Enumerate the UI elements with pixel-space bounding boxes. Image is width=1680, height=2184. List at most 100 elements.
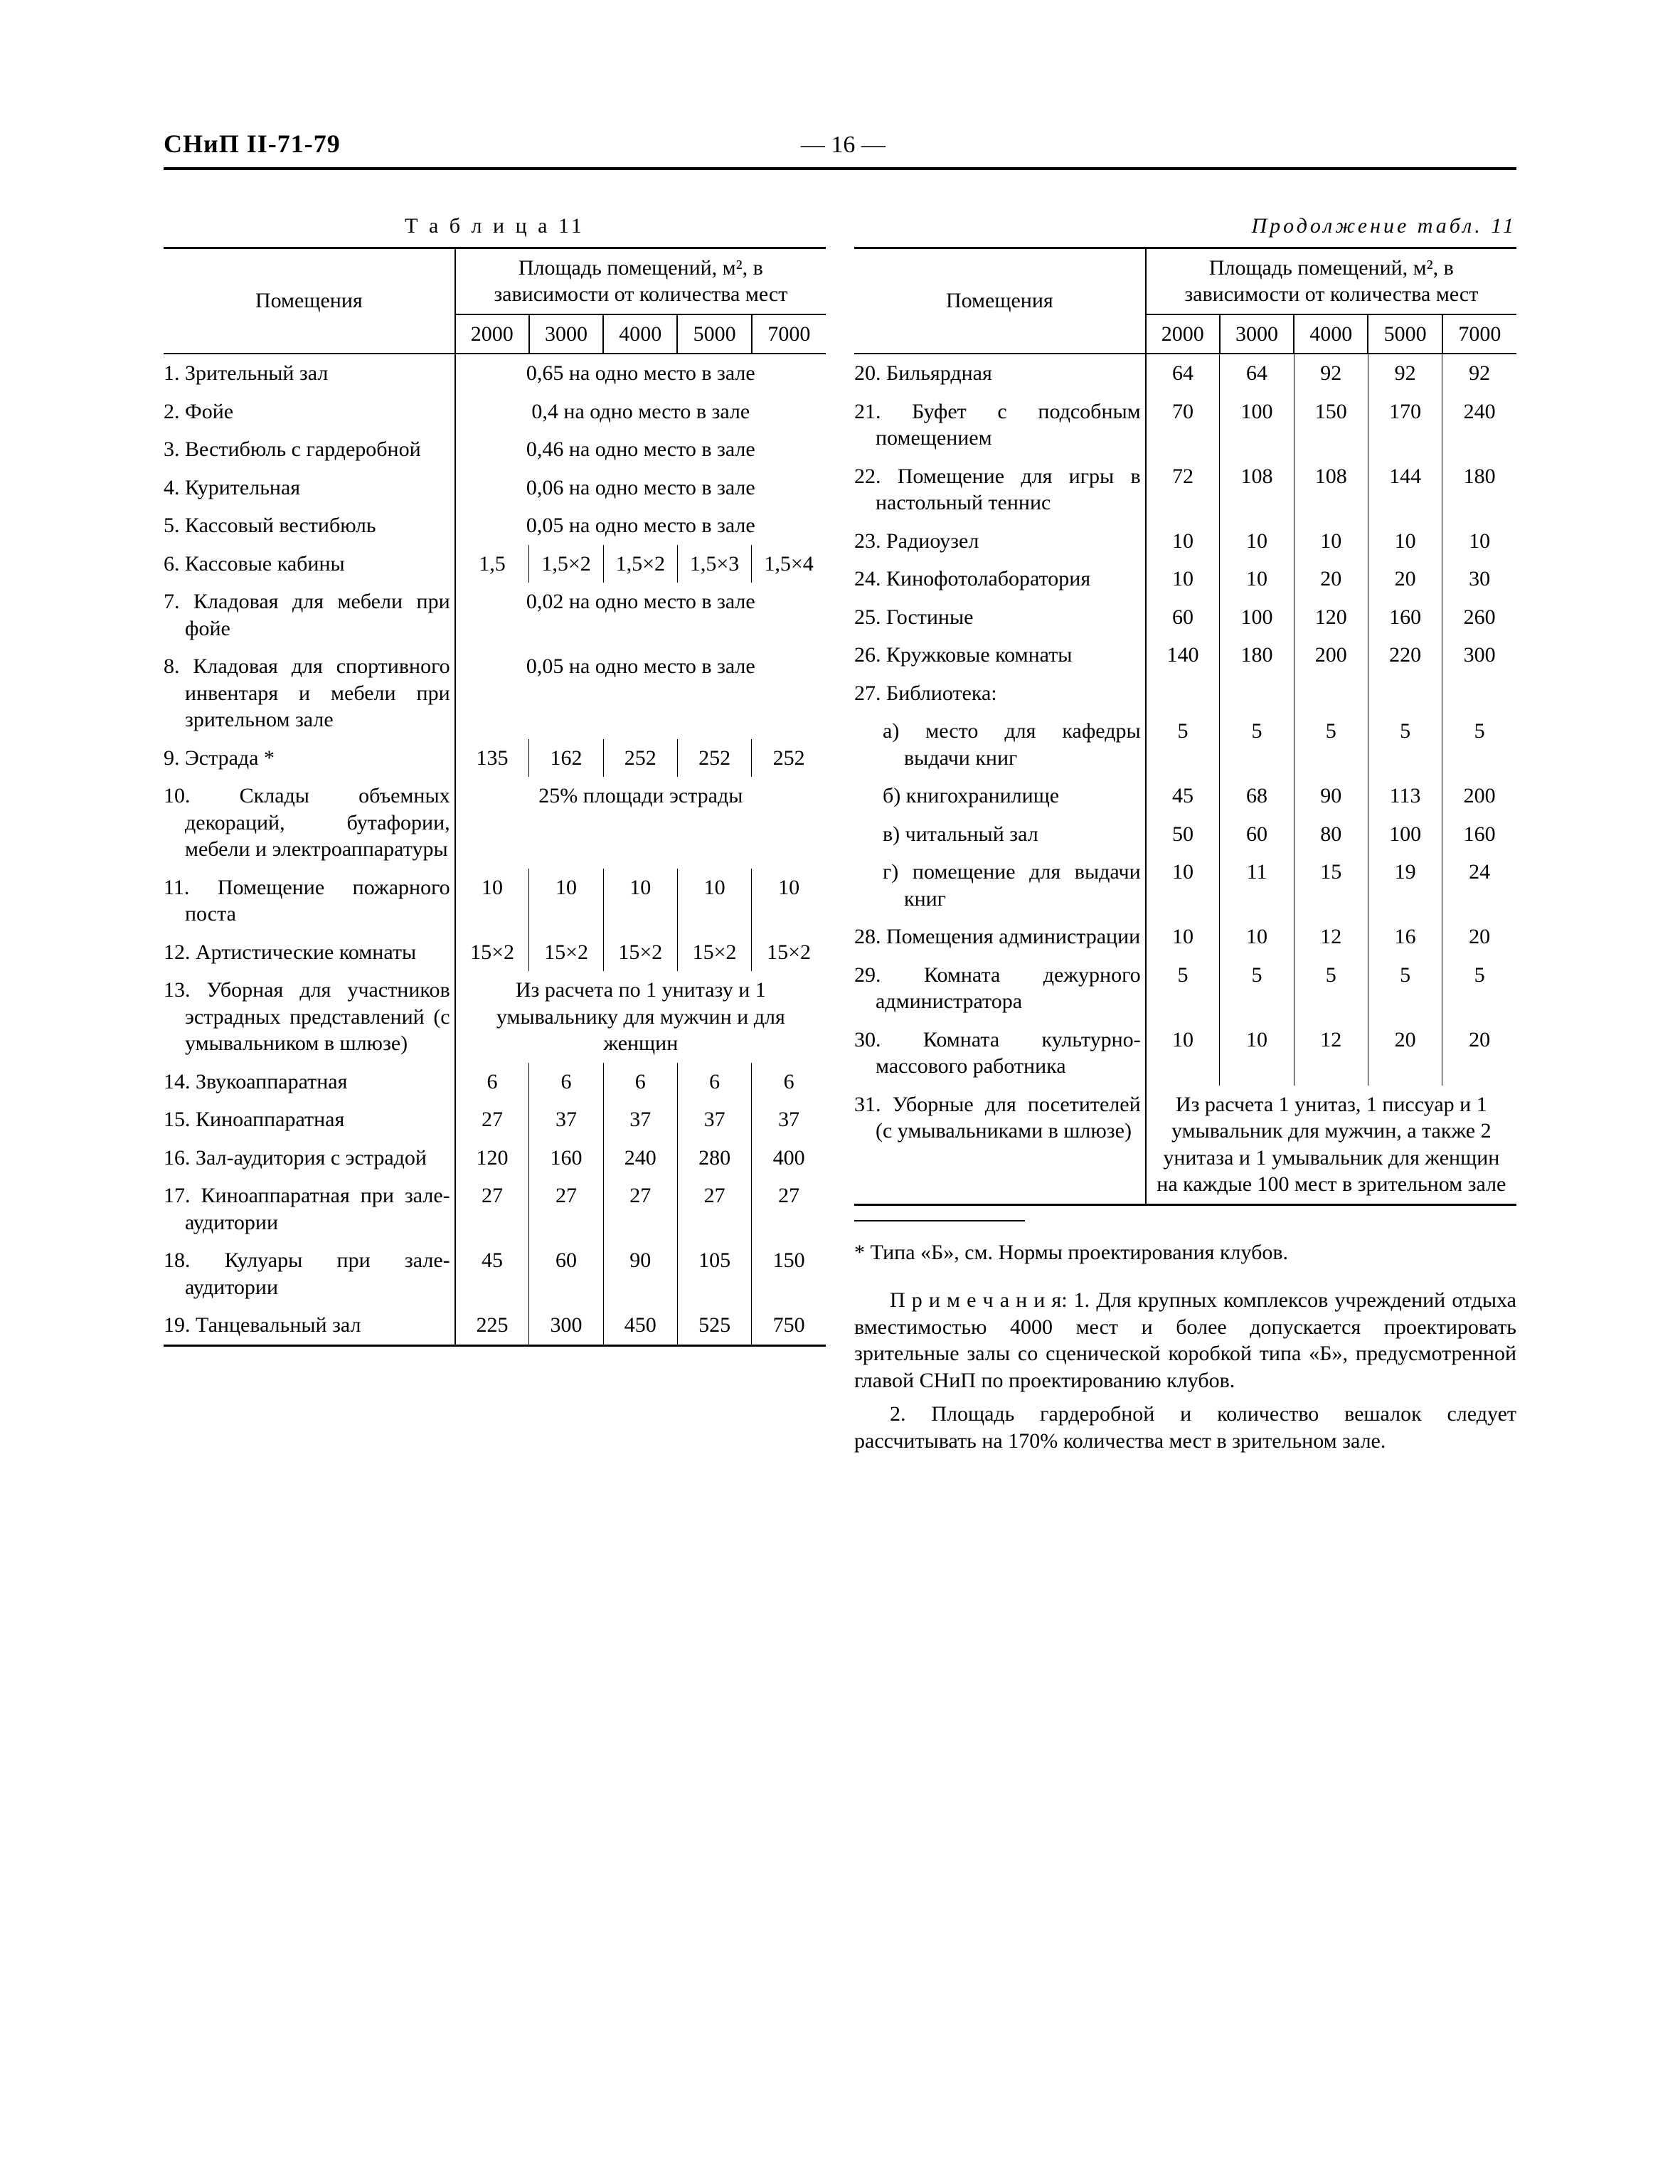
row-value: 150 [752, 1241, 826, 1306]
row-label: 29. Комната дежурного администратора [854, 956, 1146, 1021]
row-label: 17. Киноаппаратная при зале-аудитории [164, 1177, 455, 1241]
row-value: 5 [1368, 712, 1442, 777]
th-capacity: 5000 [677, 314, 751, 354]
row-value: 12 [1294, 918, 1368, 956]
row-value: 300 [529, 1306, 603, 1345]
row-value: 108 [1220, 457, 1294, 522]
row-value: 220 [1368, 636, 1442, 674]
row-value: 252 [752, 739, 826, 778]
row-label: 30. Комната культурно-массового работник… [854, 1021, 1146, 1086]
row-value: 10 [1294, 522, 1368, 561]
row-value: 5 [1220, 712, 1294, 777]
table-11-left: Помещения Площадь помещений, м², в завис… [164, 247, 826, 1347]
table-row: 23. Радиоузел1010101010 [854, 522, 1516, 561]
row-label: 19. Танцевальный зал [164, 1306, 455, 1345]
row-value: 10 [529, 869, 603, 933]
row-value: 37 [752, 1101, 826, 1139]
row-label: 23. Радиоузел [854, 522, 1146, 561]
table-row: 25. Гостиные60100120160260 [854, 598, 1516, 637]
row-value: 240 [603, 1139, 677, 1177]
row-value: 30 [1442, 560, 1516, 598]
page-header: СНиП II-71-79 — 16 — [164, 128, 1516, 170]
row-merged-value: 0,05 на одно место в зале [455, 647, 826, 739]
row-label: 11. Помещение пожарного поста [164, 869, 455, 933]
row-value [1368, 674, 1442, 713]
table-row: г) помещение для выдачи книг1011151924 [854, 853, 1516, 918]
row-label: 8. Кладовая для спортивного инвентаря и … [164, 647, 455, 739]
row-label: а) место для кафедры выдачи книг [854, 712, 1146, 777]
row-value: 10 [1442, 522, 1516, 561]
row-value: 11 [1220, 853, 1294, 918]
row-value: 92 [1442, 354, 1516, 393]
row-label: 12. Артистические комнаты [164, 933, 455, 972]
row-value: 27 [529, 1177, 603, 1241]
row-value: 100 [1368, 815, 1442, 854]
row-value: 280 [677, 1139, 751, 1177]
row-value [1146, 674, 1220, 713]
table-row: 14. Звукоаппаратная66666 [164, 1063, 826, 1101]
row-value: 162 [529, 739, 603, 778]
row-value: 10 [1146, 560, 1220, 598]
th-capacity: 5000 [1368, 314, 1442, 354]
table-row: 13. Уборная для участников эстрадных пре… [164, 971, 826, 1063]
table-caption-left: Т а б л и ц а 11 [164, 213, 826, 240]
row-merged-value: Из расчета 1 унитаз, 1 писсуар и 1 умыва… [1146, 1086, 1516, 1205]
row-value: 15×2 [752, 933, 826, 972]
row-merged-value: 0,05 на одно место в зале [455, 507, 826, 545]
row-value: 6 [677, 1063, 751, 1101]
th-capacity: 2000 [455, 314, 529, 354]
row-value: 10 [1220, 560, 1294, 598]
row-value: 27 [603, 1177, 677, 1241]
row-value: 68 [1220, 777, 1294, 815]
table-row: 4. Курительная0,06 на одно место в зале [164, 469, 826, 507]
row-label: 18. Кулуары при зале-аудитории [164, 1241, 455, 1306]
row-value: 5 [1294, 956, 1368, 1021]
row-value: 240 [1442, 393, 1516, 457]
table-row: 22. Помещение для игры в настольный тенн… [854, 457, 1516, 522]
row-value: 5 [1368, 956, 1442, 1021]
content-columns: Т а б л и ц а 11 Помещения Площадь помещ… [164, 213, 1516, 1454]
row-label: 22. Помещение для игры в настольный тенн… [854, 457, 1146, 522]
row-value: 100 [1220, 393, 1294, 457]
row-label: 10. Склады объемных декораций, бутафории… [164, 777, 455, 869]
row-value: 525 [677, 1306, 751, 1345]
row-value: 144 [1368, 457, 1442, 522]
row-value: 160 [529, 1139, 603, 1177]
notes-block: П р и м е ч а н и я: 1. Для крупных комп… [854, 1287, 1516, 1454]
table-row: 15. Киноаппаратная2737373737 [164, 1101, 826, 1139]
th-capacity: 7000 [752, 314, 826, 354]
row-value: 108 [1294, 457, 1368, 522]
th-rooms: Помещения [164, 248, 455, 354]
table-caption-right: Продолжение табл. 11 [854, 213, 1516, 240]
row-value: 1,5×3 [677, 545, 751, 583]
row-value: 20 [1368, 560, 1442, 598]
row-label: 7. Кладовая для мебели при фойе [164, 583, 455, 647]
row-value: 750 [752, 1306, 826, 1345]
row-label: 5. Кассовый вестибюль [164, 507, 455, 545]
row-value: 80 [1294, 815, 1368, 854]
row-value: 1,5 [455, 545, 529, 583]
row-value: 60 [1220, 815, 1294, 854]
row-value: 10 [752, 869, 826, 933]
row-value: 45 [1146, 777, 1220, 815]
row-value: 105 [677, 1241, 751, 1306]
row-value: 24 [1442, 853, 1516, 918]
table-11-right: Помещения Площадь помещений, м², в завис… [854, 247, 1516, 1206]
row-value: 10 [1146, 522, 1220, 561]
th-area: Площадь помещений, м², в зависимости от … [455, 248, 826, 314]
row-value: 5 [1220, 956, 1294, 1021]
row-label: 24. Кинофотолаборатория [854, 560, 1146, 598]
left-column: Т а б л и ц а 11 Помещения Площадь помещ… [164, 213, 826, 1454]
row-value: 120 [1294, 598, 1368, 637]
table-row: б) книгохранилище456890113200 [854, 777, 1516, 815]
table-row: 27. Библиотека: [854, 674, 1516, 713]
row-label: г) помещение для выдачи книг [854, 853, 1146, 918]
row-label: 1. Зрительный зал [164, 354, 455, 393]
note-2: 2. Площадь гардеробной и количество веша… [854, 1401, 1516, 1454]
row-label: 13. Уборная для участников эстрадных пре… [164, 971, 455, 1063]
row-value: 1,5×2 [529, 545, 603, 583]
row-value: 10 [603, 869, 677, 933]
row-value: 113 [1368, 777, 1442, 815]
table-row: 31. Уборные для посетителей (с умывальни… [854, 1086, 1516, 1205]
row-value: 90 [603, 1241, 677, 1306]
